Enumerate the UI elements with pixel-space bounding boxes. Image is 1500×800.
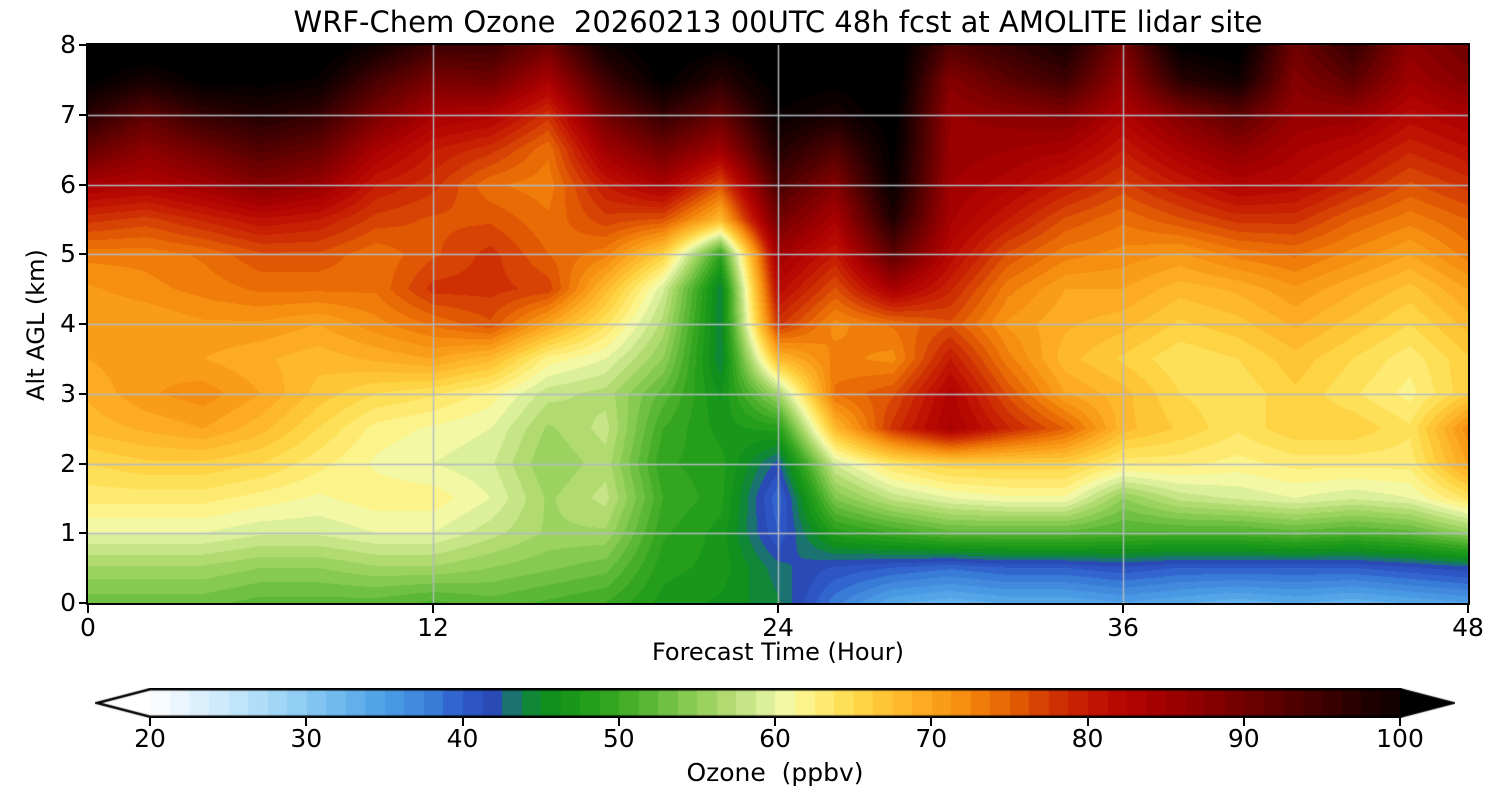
x-tick-mark (1467, 604, 1469, 613)
heatmap-canvas (88, 45, 1468, 603)
y-tick-label: 2 (60, 448, 76, 478)
colorbar-tick-mark (149, 718, 151, 726)
plot-area (88, 45, 1468, 603)
chart-title: WRF-Chem Ozone 20260213 00UTC 48h fcst a… (293, 5, 1263, 39)
colorbar-tick-mark (1242, 718, 1245, 726)
y-tick-mark (79, 253, 88, 256)
y-tick-mark (79, 392, 88, 395)
colorbar-tick-label: 100 (1376, 724, 1424, 753)
colorbar-tick-label: 60 (759, 724, 791, 753)
y-axis-label: Alt AGL (km) (22, 249, 50, 401)
y-tick-mark (79, 44, 88, 46)
colorbar-tick-mark (1086, 718, 1089, 726)
y-tick-mark (79, 113, 88, 116)
colorbar-canvas (95, 688, 1455, 718)
colorbar-tick-mark (617, 718, 620, 726)
y-tick-mark (79, 183, 88, 186)
colorbar-tick-mark (305, 718, 308, 726)
colorbar-tick-label: 70 (915, 724, 948, 753)
colorbar-tick-mark (1399, 718, 1401, 726)
y-tick-mark (79, 532, 88, 535)
colorbar-tick-label: 90 (1227, 724, 1260, 753)
y-tick-label: 1 (60, 518, 76, 548)
x-tick-label: 24 (762, 613, 794, 642)
colorbar (95, 688, 1455, 718)
x-tick-label: 12 (417, 613, 449, 642)
x-tick-mark (432, 604, 434, 613)
x-tick-label: 48 (1452, 613, 1484, 642)
x-tick-mark (777, 604, 779, 613)
colorbar-tick-mark (774, 718, 776, 726)
colorbar-tick-label: 50 (602, 724, 635, 753)
colorbar-tick-mark (930, 718, 933, 726)
colorbar-tick-label: 20 (134, 724, 166, 753)
y-tick-label: 0 (60, 588, 76, 617)
y-tick-mark (79, 602, 88, 604)
y-tick-label: 4 (60, 309, 76, 338)
x-tick-label: 36 (1107, 613, 1139, 642)
y-tick-label: 5 (60, 239, 76, 269)
y-tick-mark (79, 323, 88, 325)
y-tick-label: 7 (60, 99, 76, 129)
colorbar-label: Ozone (ppbv) (686, 758, 864, 787)
colorbar-tick-label: 80 (1071, 724, 1104, 753)
colorbar-tick-label: 30 (290, 724, 323, 753)
x-axis-label: Forecast Time (Hour) (651, 638, 905, 666)
y-tick-mark (79, 462, 88, 465)
x-tick-mark (87, 604, 89, 613)
y-tick-label: 3 (60, 378, 76, 408)
y-tick-label: 8 (60, 30, 76, 59)
colorbar-tick-mark (461, 718, 464, 726)
y-tick-label: 6 (60, 169, 76, 199)
colorbar-tick-label: 40 (446, 724, 479, 753)
x-tick-mark (1122, 604, 1124, 613)
x-tick-label: 0 (80, 613, 96, 642)
